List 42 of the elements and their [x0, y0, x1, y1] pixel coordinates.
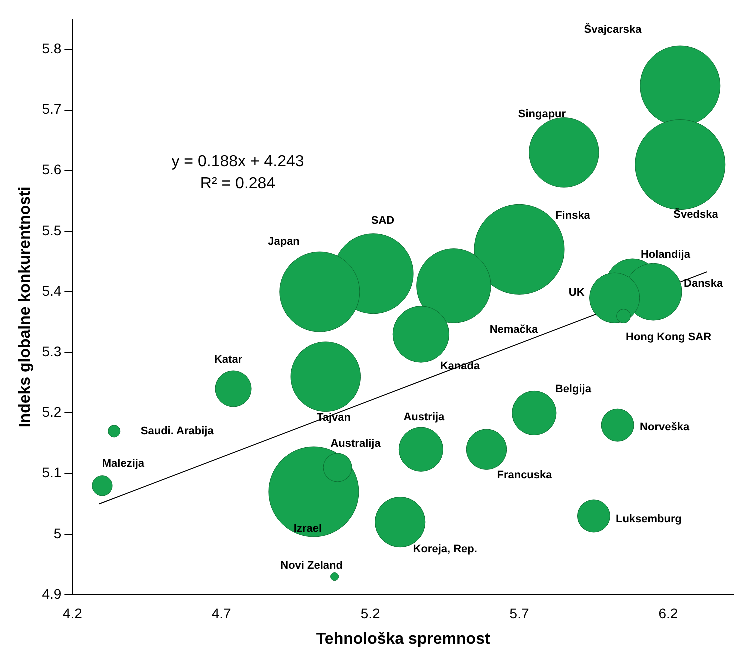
annotation: Hong Kong SAR [626, 331, 712, 344]
y-tick-label: 5 [54, 525, 62, 542]
y-axis-title: Indeks globalne konkurentnosti [17, 186, 34, 428]
y-tick-label: 5.1 [42, 464, 62, 481]
annotation: Malezija [102, 458, 146, 470]
annotation: Francuska [497, 470, 554, 482]
y-tick-label: 5.7 [42, 101, 62, 118]
annotation: Finska [556, 210, 592, 222]
annotation: Izrael [294, 523, 322, 536]
annotation: Katar [214, 354, 244, 366]
annotation: Japan [268, 236, 300, 248]
x-tick-label: 5.7 [510, 605, 530, 622]
annotation: y = 0.188x + 4.243 [172, 153, 304, 170]
annotation: Danska [684, 278, 724, 290]
x-tick-label: 4.2 [62, 605, 83, 622]
annotation: UK [568, 287, 585, 300]
x-tick-label: 4.7 [212, 605, 232, 622]
annotation: Austrija [404, 412, 446, 424]
y-tick-label: 5.5 [42, 222, 62, 238]
y-tick-label: 5.2 [42, 404, 62, 420]
annotation: Nemačka [490, 324, 540, 336]
x-tick-label: 6.2 [658, 605, 678, 622]
annotation: Koreja, Rep. [413, 543, 478, 556]
x-tick-label: 5.2 [360, 605, 381, 622]
annotation: Luksemburg [616, 513, 682, 526]
y-tick-label: 4.9 [42, 586, 62, 602]
annotation: Belgija [555, 383, 592, 396]
annotation: Švedska [674, 208, 720, 222]
annotation: Australija [330, 438, 382, 450]
annotation: Holandija [640, 249, 692, 262]
annotation: Norveška [640, 421, 690, 434]
annotation: Novi Zeland [280, 560, 343, 572]
annotation: SAD [371, 215, 395, 228]
annotation: Saudi. Arabija [140, 425, 215, 438]
annotation: Singapur [518, 108, 567, 121]
annotation: R² = 0.284 [200, 175, 276, 192]
x-axis-title: Tehnološka spremnost [316, 630, 491, 648]
y-tick-label: 5.4 [42, 282, 62, 299]
y-tick-label: 5.3 [42, 344, 62, 360]
annotation: Švajcarska [584, 23, 643, 36]
y-tick-label: 5.6 [42, 162, 62, 178]
y-tick-label: 5.8 [42, 40, 62, 57]
